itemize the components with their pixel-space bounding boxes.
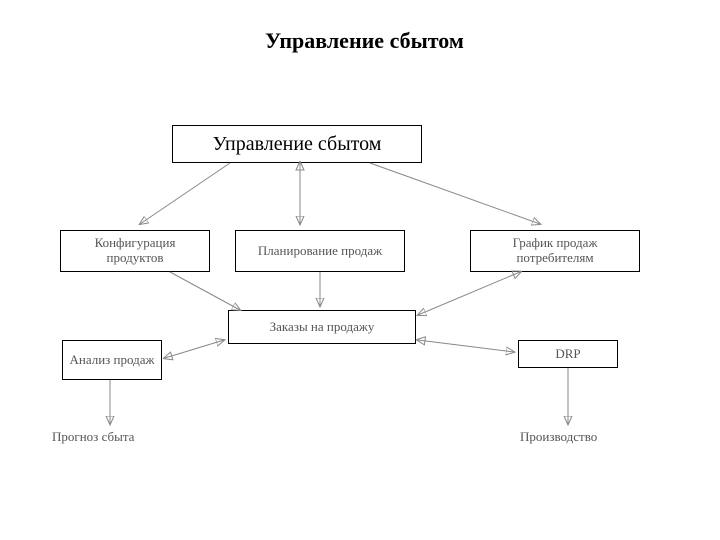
node-plan: Планирование продаж bbox=[235, 230, 405, 272]
node-sched: График продаж потребителям bbox=[470, 230, 640, 272]
label-production: Производство bbox=[520, 430, 597, 445]
node-drp: DRP bbox=[518, 340, 618, 368]
page-title: Управление сбытом bbox=[265, 28, 464, 54]
node-analysis: Анализ продаж bbox=[62, 340, 162, 380]
node-orders: Заказы на продажу bbox=[228, 310, 416, 344]
node-root: Управление сбытом bbox=[172, 125, 422, 163]
label-forecast: Прогноз сбыта bbox=[52, 430, 134, 445]
node-config: Конфигурация продуктов bbox=[60, 230, 210, 272]
